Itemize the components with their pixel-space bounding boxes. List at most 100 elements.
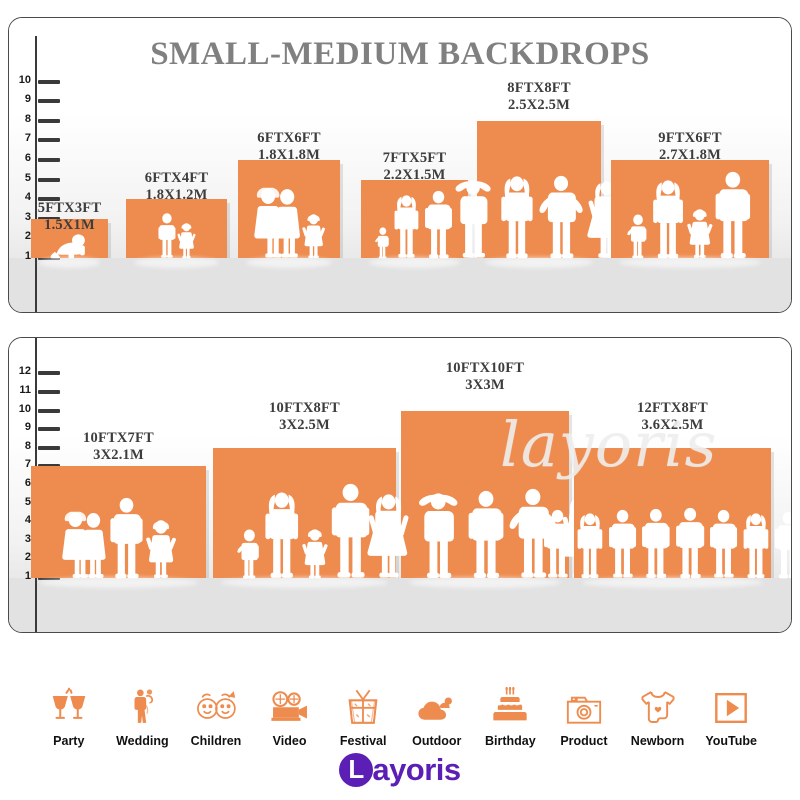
toast-glasses-icon[interactable] xyxy=(49,677,89,727)
silhouette-reflection xyxy=(246,257,332,268)
person-silhouette xyxy=(542,510,573,578)
gift-box-icon[interactable] xyxy=(343,677,383,727)
silhouette-group xyxy=(361,190,468,258)
size-meters: 2.2X1.5M xyxy=(383,167,446,183)
y-axis-tick-label: 9 xyxy=(24,421,31,434)
person-silhouette xyxy=(146,520,177,578)
page-title: SMALL-MEDIUM BACKDROPS xyxy=(150,36,650,72)
silhouette-group xyxy=(31,497,206,578)
y-axis-tick-label: 1 xyxy=(24,570,31,582)
size-feet: 5FTX3FT xyxy=(37,200,102,216)
usecase-item-youtube[interactable]: YouTube xyxy=(694,677,768,748)
size-feet: 10FTX10FT xyxy=(445,360,525,376)
backdrop-bar[interactable] xyxy=(477,120,604,259)
usecase-item-party[interactable]: Party xyxy=(32,677,106,748)
bride-groom-icon[interactable] xyxy=(122,677,162,727)
person-silhouette xyxy=(708,510,739,578)
person-silhouette xyxy=(366,494,411,578)
person-silhouette xyxy=(62,511,106,578)
size-feet: 9FTX6FT xyxy=(658,130,722,146)
silhouette-reflection xyxy=(619,257,761,268)
backdrop-size-label: 10FTX7FT 3X2.1M xyxy=(29,430,209,464)
layer-cake-icon[interactable] xyxy=(490,677,530,727)
person-silhouette xyxy=(741,513,771,578)
person-silhouette xyxy=(650,180,686,258)
person-silhouette xyxy=(607,510,638,578)
y-axis-tick xyxy=(38,197,60,202)
two-kids-faces-icon[interactable] xyxy=(194,677,238,727)
usecase-item-outdoor[interactable]: Outdoor xyxy=(400,677,474,748)
y-axis-tick-label: 2 xyxy=(24,551,31,564)
size-meters: 1.5X1M xyxy=(44,217,95,233)
person-silhouette xyxy=(674,507,706,578)
y-axis-tick xyxy=(38,79,60,84)
person-silhouette xyxy=(575,513,605,578)
usecase-item-product[interactable]: Product xyxy=(547,677,621,748)
y-axis-tick xyxy=(38,371,60,376)
y-axis-tick-label: 6 xyxy=(24,477,31,489)
silhouette-reflection xyxy=(134,257,219,268)
brand-mark-letter: L xyxy=(348,754,365,784)
person-silhouette xyxy=(177,222,196,258)
size-feet: 10FTX7FT xyxy=(83,430,154,446)
y-axis-tick xyxy=(38,445,60,450)
person-silhouette xyxy=(466,490,506,578)
usecase-item-newborn[interactable]: Newborn xyxy=(621,677,695,748)
usecase-label: Outdoor xyxy=(412,734,462,748)
y-axis-tick xyxy=(38,99,60,104)
y-axis-tick xyxy=(38,576,60,580)
person-silhouette xyxy=(627,214,647,258)
size-meters: 3X2.5M xyxy=(279,417,330,433)
person-silhouette xyxy=(262,492,302,578)
person-silhouette xyxy=(375,226,390,258)
person-silhouette xyxy=(302,528,328,579)
y-axis-tick-label: 7 xyxy=(24,132,31,145)
usecase-item-children[interactable]: Children xyxy=(179,677,253,748)
person-silhouette xyxy=(392,195,421,258)
silhouette-reflection xyxy=(409,577,561,588)
backdrop-bar[interactable] xyxy=(126,199,230,258)
usecase-item-festival[interactable]: Festival xyxy=(326,677,400,748)
person-silhouette xyxy=(158,213,176,258)
silhouette-group xyxy=(543,507,791,578)
y-axis-tick-label: 10 xyxy=(18,73,31,86)
backdrop-size-label: 12FTX8FT 3.6X2.5M xyxy=(573,400,773,434)
person-silhouette xyxy=(237,528,260,578)
y-axis-tick-label: 12 xyxy=(18,365,31,378)
size-feet: 10FTX8FT xyxy=(269,400,340,416)
y-axis-tick xyxy=(38,390,60,394)
y-axis-tick xyxy=(38,427,60,432)
y-axis-tick-label: 8 xyxy=(24,439,31,452)
movie-camera-icon[interactable] xyxy=(269,677,311,727)
baby-onesie-icon[interactable] xyxy=(639,677,677,727)
chart-panel-large: 1 2 3 4 5 6 7 8 9 10 11 12 10FTX7FT 3X2.1M 10FTX8FT… xyxy=(8,337,792,633)
usecase-item-video[interactable]: Video xyxy=(253,677,327,748)
backdrop-bar[interactable] xyxy=(574,447,774,579)
person-silhouette xyxy=(47,234,91,258)
silhouette-reflection xyxy=(221,577,388,588)
photo-camera-icon[interactable] xyxy=(563,677,605,727)
backdrop-size-label: 9FTX6FT 2.7X1.8M xyxy=(625,130,755,164)
size-feet: 6FTX6FT xyxy=(257,130,321,146)
y-axis-tick-label: 5 xyxy=(24,495,31,508)
usecase-item-birthday[interactable]: Birthday xyxy=(474,677,548,748)
size-meters: 3X2.1M xyxy=(93,447,144,463)
silhouette-group xyxy=(238,187,340,258)
person-silhouette xyxy=(450,178,496,258)
size-meters: 1.8X1.2M xyxy=(145,187,208,203)
y-axis-tick-label: 6 xyxy=(24,152,31,164)
size-feet: 12FTX8FT xyxy=(637,400,708,416)
usecase-label: Children xyxy=(190,734,242,748)
backdrop-size-label: 10FTX10FT 3X3M xyxy=(399,360,571,394)
size-meters: 2.7X1.8M xyxy=(658,147,721,163)
person-silhouette xyxy=(108,497,145,578)
y-axis-tick-label: 2 xyxy=(24,230,31,243)
usecase-label: Festival xyxy=(339,734,387,748)
play-button-icon[interactable] xyxy=(712,677,750,727)
y-axis-tick-label: 10 xyxy=(18,402,31,415)
backdrop-size-label: 7FTX5FT 2.2X1.5M xyxy=(359,150,471,184)
cloud-sun-icon[interactable] xyxy=(416,677,458,727)
usecase-label: Video xyxy=(272,734,307,748)
y-axis-tick xyxy=(38,118,60,123)
usecase-item-wedding[interactable]: Wedding xyxy=(106,677,180,748)
